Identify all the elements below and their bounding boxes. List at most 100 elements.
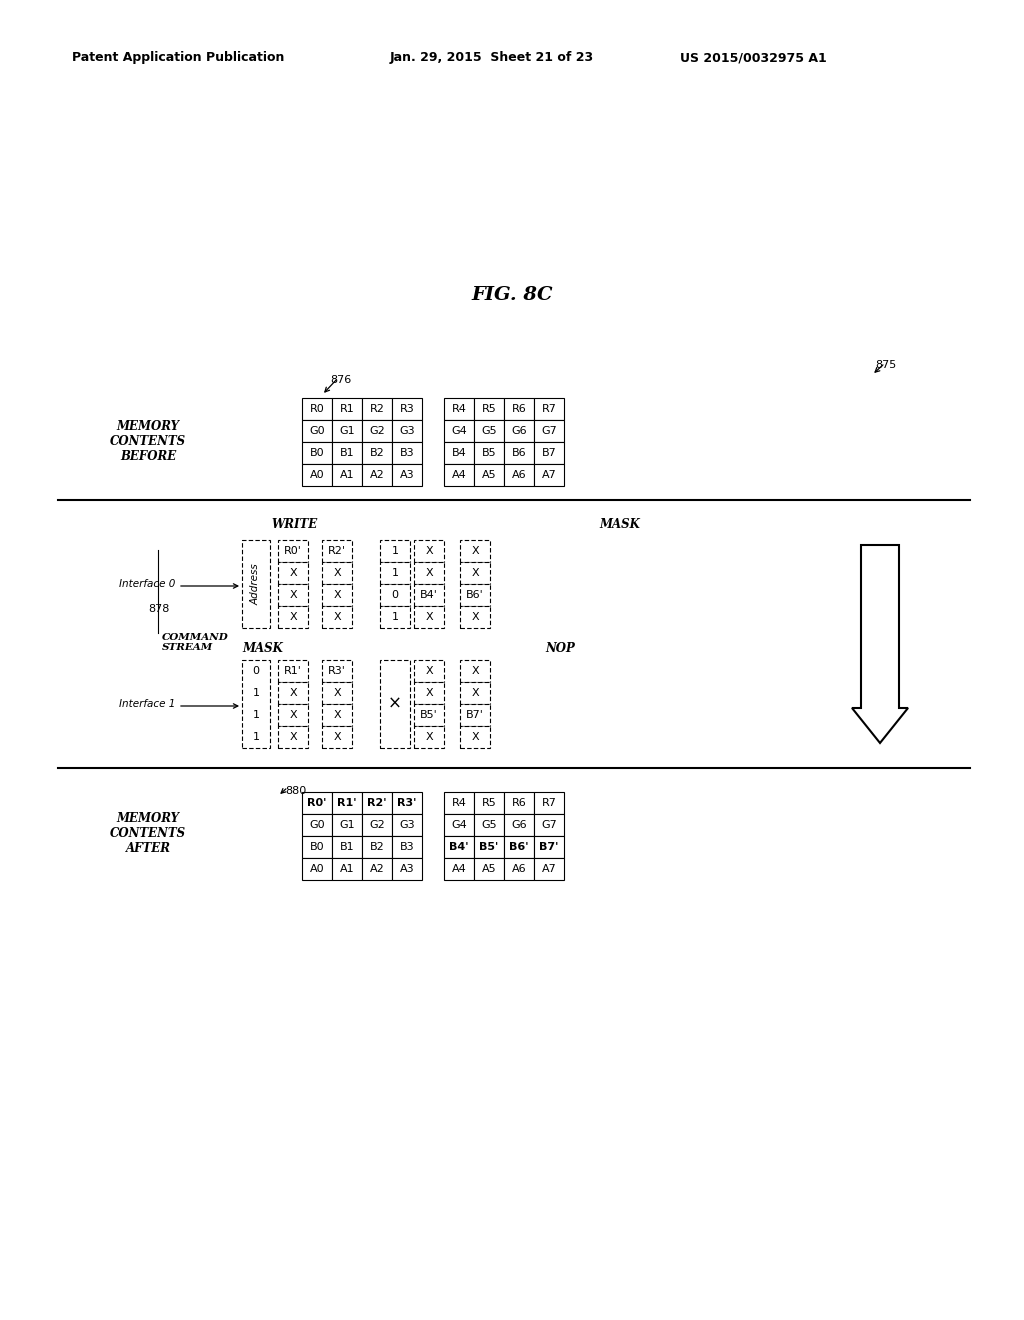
- Bar: [414, 704, 444, 726]
- Text: R5: R5: [481, 404, 497, 414]
- Text: G6: G6: [511, 820, 526, 830]
- Text: A5: A5: [481, 470, 497, 480]
- Bar: [392, 465, 422, 486]
- Bar: [362, 465, 392, 486]
- Bar: [380, 606, 410, 628]
- Text: 880: 880: [285, 785, 306, 796]
- Bar: [504, 465, 534, 486]
- FancyArrow shape: [852, 545, 908, 743]
- Bar: [444, 420, 474, 442]
- Bar: [460, 583, 490, 606]
- Bar: [362, 399, 392, 420]
- Text: R0': R0': [284, 546, 302, 556]
- Text: R5: R5: [481, 799, 497, 808]
- Bar: [414, 726, 444, 748]
- Bar: [302, 399, 332, 420]
- Text: 1: 1: [391, 568, 398, 578]
- Bar: [444, 814, 474, 836]
- Text: R2': R2': [328, 546, 346, 556]
- Bar: [302, 442, 332, 465]
- Text: G0: G0: [309, 426, 325, 436]
- Text: Interface 0: Interface 0: [119, 579, 175, 589]
- Text: A3: A3: [399, 865, 415, 874]
- Text: B1: B1: [340, 842, 354, 851]
- Text: B2: B2: [370, 842, 384, 851]
- Bar: [278, 540, 308, 562]
- Text: G2: G2: [369, 820, 385, 830]
- Text: A7: A7: [542, 470, 556, 480]
- Text: A6: A6: [512, 470, 526, 480]
- Bar: [504, 792, 534, 814]
- Text: WRITE: WRITE: [272, 517, 318, 531]
- Text: A4: A4: [452, 470, 466, 480]
- Text: A6: A6: [512, 865, 526, 874]
- Bar: [504, 420, 534, 442]
- Text: R3: R3: [399, 404, 415, 414]
- Bar: [460, 704, 490, 726]
- Text: Jan. 29, 2015  Sheet 21 of 23: Jan. 29, 2015 Sheet 21 of 23: [390, 51, 594, 65]
- Text: B6': B6': [466, 590, 484, 601]
- Bar: [278, 726, 308, 748]
- Bar: [534, 792, 564, 814]
- Text: X: X: [333, 612, 341, 622]
- Bar: [444, 792, 474, 814]
- Text: NOP: NOP: [545, 642, 574, 655]
- Text: B3: B3: [399, 842, 415, 851]
- Bar: [362, 442, 392, 465]
- Bar: [362, 814, 392, 836]
- Text: B6': B6': [509, 842, 528, 851]
- Text: B4: B4: [452, 447, 466, 458]
- Text: R0: R0: [309, 404, 325, 414]
- Bar: [504, 814, 534, 836]
- Bar: [332, 442, 362, 465]
- Bar: [322, 540, 352, 562]
- Bar: [278, 682, 308, 704]
- Bar: [332, 420, 362, 442]
- Text: Patent Application Publication: Patent Application Publication: [72, 51, 285, 65]
- Text: B2: B2: [370, 447, 384, 458]
- Text: MASK: MASK: [242, 642, 283, 655]
- Bar: [380, 562, 410, 583]
- Bar: [302, 420, 332, 442]
- Bar: [534, 399, 564, 420]
- Bar: [302, 836, 332, 858]
- Text: X: X: [471, 733, 479, 742]
- Text: X: X: [333, 568, 341, 578]
- Text: R7: R7: [542, 799, 556, 808]
- Bar: [504, 858, 534, 880]
- Text: R2: R2: [370, 404, 384, 414]
- Bar: [444, 399, 474, 420]
- Bar: [302, 858, 332, 880]
- Bar: [332, 836, 362, 858]
- Text: R3': R3': [397, 799, 417, 808]
- Bar: [414, 660, 444, 682]
- Bar: [322, 682, 352, 704]
- Bar: [504, 442, 534, 465]
- Text: G7: G7: [541, 426, 557, 436]
- Text: B1: B1: [340, 447, 354, 458]
- Text: X: X: [471, 667, 479, 676]
- Text: B7: B7: [542, 447, 556, 458]
- Text: G3: G3: [399, 426, 415, 436]
- Text: X: X: [425, 546, 433, 556]
- Text: X: X: [425, 667, 433, 676]
- Text: G4: G4: [452, 820, 467, 830]
- Bar: [302, 465, 332, 486]
- Text: X: X: [333, 688, 341, 698]
- Bar: [322, 606, 352, 628]
- Bar: [380, 660, 410, 748]
- Text: R7: R7: [542, 404, 556, 414]
- Text: R1: R1: [340, 404, 354, 414]
- Text: B0: B0: [309, 447, 325, 458]
- Bar: [474, 858, 504, 880]
- Text: G4: G4: [452, 426, 467, 436]
- Bar: [444, 836, 474, 858]
- Bar: [474, 814, 504, 836]
- Bar: [474, 465, 504, 486]
- Bar: [362, 858, 392, 880]
- Bar: [332, 814, 362, 836]
- Text: 0: 0: [391, 590, 398, 601]
- Text: G6: G6: [511, 426, 526, 436]
- Text: 1: 1: [253, 710, 259, 719]
- Bar: [474, 836, 504, 858]
